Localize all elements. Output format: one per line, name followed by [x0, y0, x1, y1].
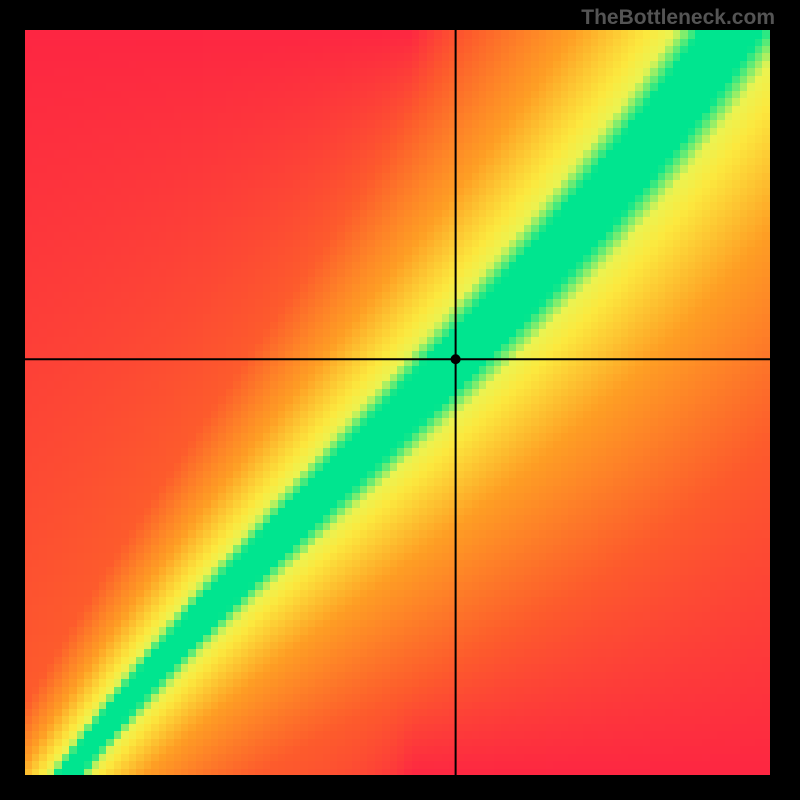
watermark-text: TheBottleneck.com [581, 6, 775, 30]
heatmap-container [25, 30, 770, 775]
bottleneck-heatmap [25, 30, 770, 775]
